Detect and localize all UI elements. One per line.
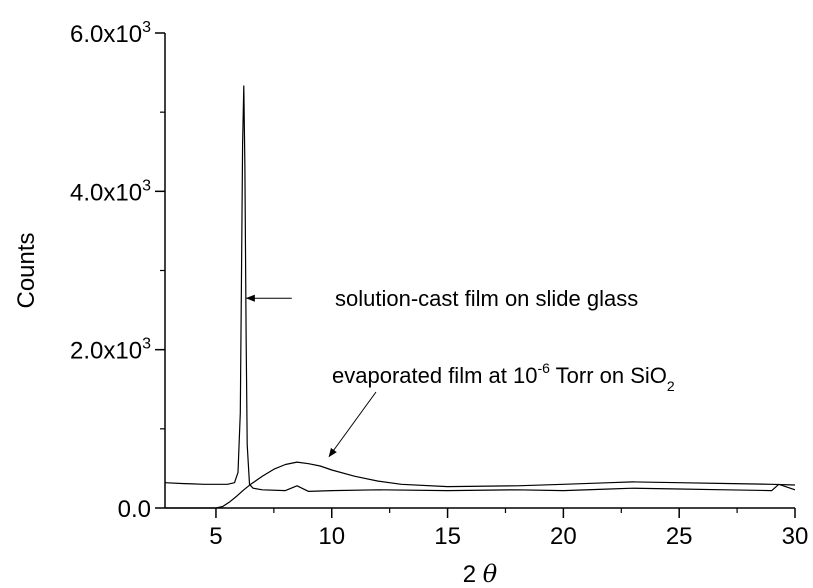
- series-line-1: [164, 85, 796, 492]
- x-axis-title: 2 θ: [463, 560, 498, 588]
- plot-layer: [164, 85, 796, 509]
- axis-layer: [155, 32, 796, 518]
- y-axis-title: Counts: [13, 232, 40, 308]
- x-tick-label-30: 30: [782, 523, 809, 550]
- annotation-solution-cast: solution-cast film on slide glass: [335, 286, 638, 311]
- series-line-2: [165, 461, 796, 509]
- annotation-arrow-evaporated: [328, 391, 377, 458]
- y-tick-label-4000: 4.0x103: [70, 177, 151, 206]
- y-tick-label-6000: 6.0x103: [70, 19, 151, 48]
- x-tick-label-15: 15: [434, 523, 461, 550]
- annotation-evaporated: evaporated film at 10-6 Torr on SiO2: [332, 360, 675, 394]
- y-tick-label-0: 0.0: [118, 496, 151, 523]
- x-tick-label-10: 10: [318, 523, 345, 550]
- label-layer: 5 10 15 20 25 30 0.0 2.0x103 4.0x103 6.0x103 Count…: [13, 19, 808, 588]
- x-tick-label-25: 25: [666, 523, 693, 550]
- y-tick-label-2000: 2.0x103: [70, 336, 151, 365]
- x-tick-label-5: 5: [209, 523, 222, 550]
- x-tick-label-20: 20: [550, 523, 577, 550]
